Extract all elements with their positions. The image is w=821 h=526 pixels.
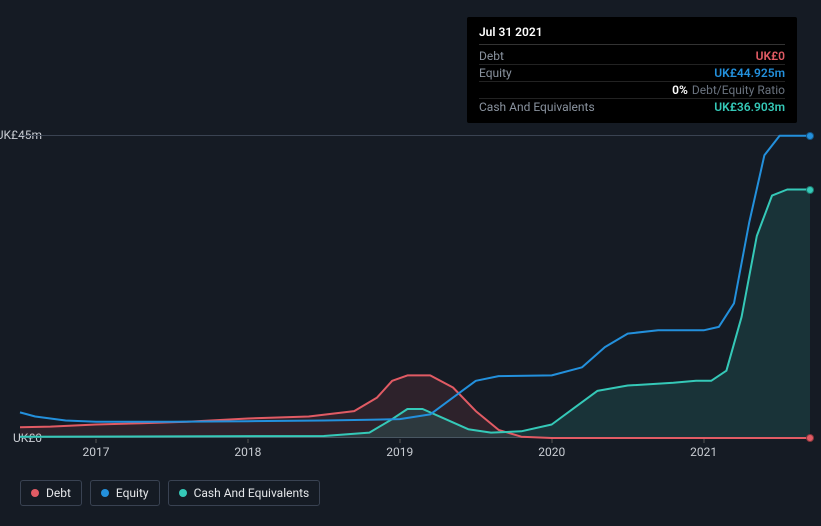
legend-label: Debt	[46, 486, 71, 500]
legend-dot-icon	[31, 489, 39, 497]
legend-dot-icon	[179, 489, 187, 497]
legend-dot-icon	[101, 489, 109, 497]
legend-item-debt[interactable]: Debt	[20, 480, 82, 506]
end-marker-debt	[806, 434, 814, 442]
legend-label: Cash And Equivalents	[194, 486, 310, 500]
x-axis-label: 2019	[386, 445, 413, 459]
x-axis-label: 2017	[82, 445, 109, 459]
end-marker-equity	[806, 132, 814, 140]
legend: Debt Equity Cash And Equivalents	[20, 480, 320, 506]
x-axis-label: 2020	[538, 445, 565, 459]
legend-item-equity[interactable]: Equity	[90, 480, 160, 506]
end-marker-cash	[806, 186, 814, 194]
legend-label: Equity	[116, 486, 149, 500]
x-axis-label: 2018	[234, 445, 261, 459]
x-axis-label: 2021	[690, 445, 717, 459]
legend-item-cash[interactable]: Cash And Equivalents	[168, 480, 321, 506]
